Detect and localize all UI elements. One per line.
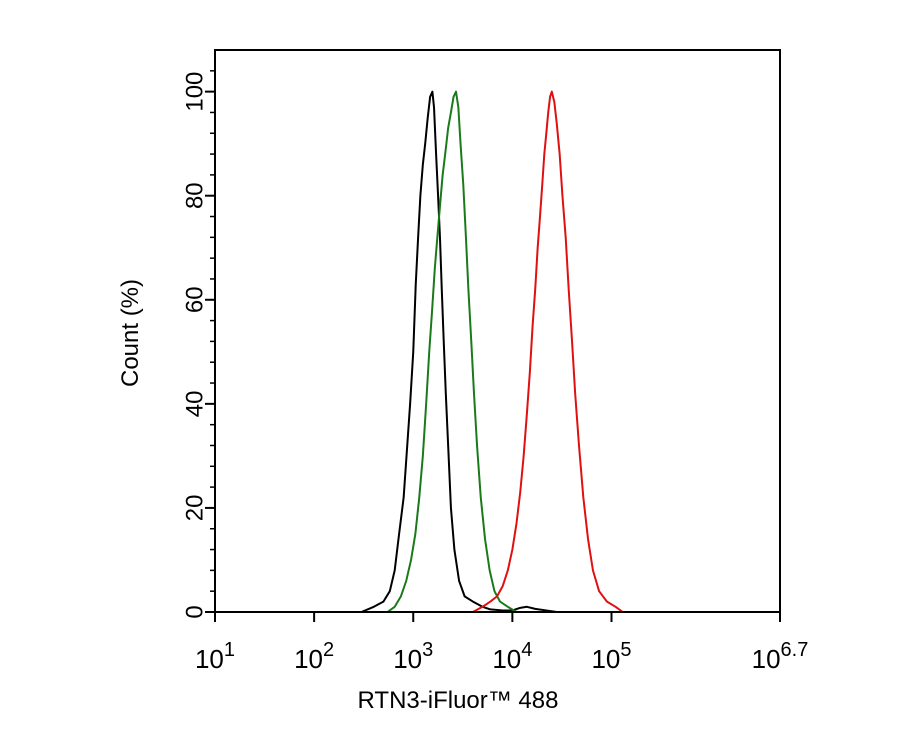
y-tick-label: 20 [182, 495, 209, 522]
x-tick-label: 104 [492, 639, 532, 674]
x-tick-label: 106.7 [752, 639, 809, 674]
series-line-2 [386, 90, 517, 613]
y-tick-label: 80 [182, 182, 209, 209]
x-tick-label: 101 [195, 639, 235, 674]
axes [205, 49, 781, 622]
y-tick-label: 0 [182, 605, 209, 618]
y-tick-label: 100 [182, 72, 209, 112]
series-line-1 [361, 90, 557, 613]
plot-lines [361, 90, 624, 613]
y-axis-title: Count (%) [117, 279, 144, 387]
plot-frame [214, 49, 781, 613]
y-tick-label: 40 [182, 391, 209, 418]
series-line-3 [472, 90, 624, 613]
x-axis-title: RTN3-iFluor™ 488 [358, 687, 559, 714]
x-tick-label: 105 [591, 639, 631, 674]
x-tick-label: 103 [393, 639, 433, 674]
y-tick-label: 60 [182, 286, 209, 313]
tick-labels: 0 20 40 60 80 100 101 102 103 104 105 106.7 [182, 72, 809, 674]
x-tick-label: 102 [294, 639, 334, 674]
